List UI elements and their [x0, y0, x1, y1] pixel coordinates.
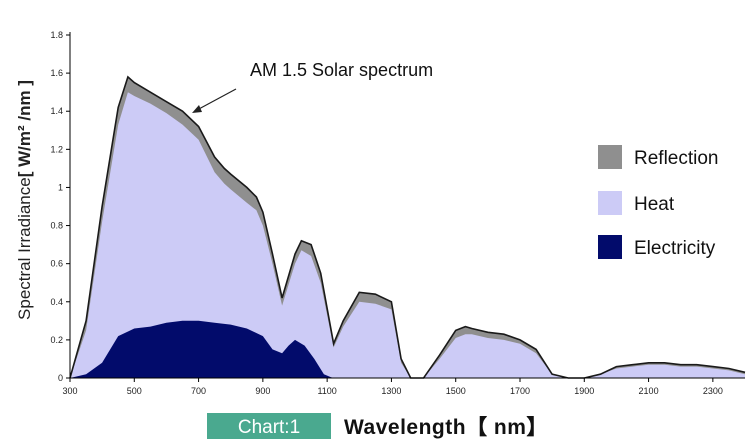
spectrum-outline	[69, 75, 746, 379]
y-tick-label: 0.4	[50, 297, 63, 307]
axes: 0 0.2 0.4 0.6 0.8 1 1.2 1.4 1.6 1.8 300 500 700 900 11…	[50, 30, 745, 396]
y-tick-label: 1	[58, 182, 63, 192]
y-tick-label: 0.6	[50, 259, 63, 269]
x-tick-label: 1300	[381, 386, 401, 396]
x-tick-label: 2300	[703, 386, 723, 396]
legend-label-electricity: Electricity	[634, 238, 716, 259]
annotation-text: AM 1.5 Solar spectrum	[250, 60, 433, 80]
series-area-heat	[70, 92, 745, 378]
x-tick-label: 1700	[510, 386, 530, 396]
x-tick-label: 1500	[446, 386, 466, 396]
x-tick-label: 1900	[574, 386, 594, 396]
x-tick-label: 2100	[639, 386, 659, 396]
x-axis-label: Wavelength【 nm】	[344, 416, 548, 439]
legend: Reflection Heat Electricity	[598, 145, 719, 259]
x-tick-label: 900	[255, 386, 270, 396]
y-tick-label: 1.6	[50, 68, 63, 78]
annotation-arrow-line	[196, 88, 237, 111]
legend-label-heat: Heat	[634, 194, 675, 215]
annotation: AM 1.5 Solar spectrum	[192, 60, 433, 113]
y-tick-label: 1.8	[50, 30, 63, 40]
caption-badge	[207, 413, 331, 439]
x-axis-title: Chart:1 Wavelength【 nm】	[207, 413, 548, 439]
y-tick-label: 0.8	[50, 221, 63, 231]
legend-swatch-electricity	[598, 235, 622, 259]
y-tick-label: 0	[58, 373, 63, 383]
y-tick-label: 1.2	[50, 144, 63, 154]
x-tick-label: 700	[191, 386, 206, 396]
y-axis-label-text: Spectral Irradiance	[15, 177, 34, 320]
caption-text: Chart:1	[238, 417, 300, 438]
y-tick-label: 1.4	[50, 106, 63, 116]
legend-swatch-reflection	[598, 145, 622, 169]
y-axis-label-unit: [ W/m² /nm ]	[15, 80, 34, 177]
legend-label-reflection: Reflection	[634, 148, 719, 169]
series-area-electricity	[70, 320, 334, 378]
y-tick-label: 0.2	[50, 335, 63, 345]
x-tick-label: 500	[127, 386, 142, 396]
annotation-arrow-head	[192, 105, 202, 113]
y-axis-label: Spectral Irradiance[ W/m² /nm ]	[15, 80, 34, 320]
x-tick-label: 1100	[317, 386, 336, 396]
x-tick-label: 300	[62, 386, 77, 396]
legend-swatch-heat	[598, 191, 622, 215]
plot-area	[69, 75, 746, 379]
